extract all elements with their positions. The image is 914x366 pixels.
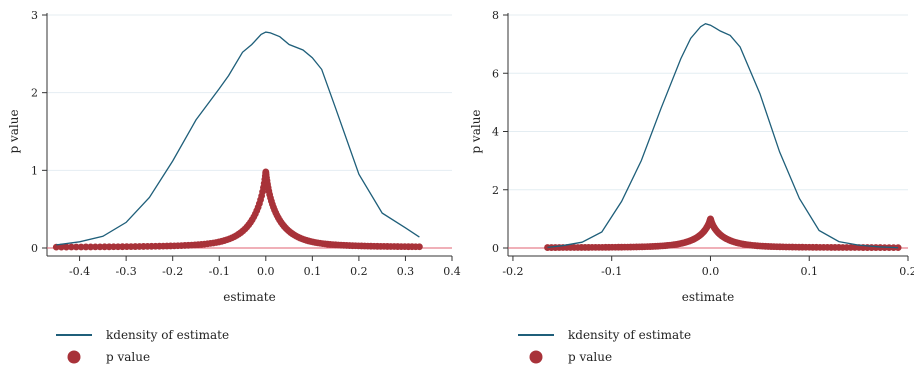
x-tick-label: -0.4 [69,265,90,278]
x-tick-label: -0.2 [502,265,523,278]
p-value-point [894,244,902,252]
p-value-point [57,243,65,251]
legend-label-kdensity: kdensity of estimate [106,328,229,342]
y-tick-label: 2 [492,184,499,197]
legend-label-pvalue: p value [568,350,612,364]
x-tick-label: 0.0 [702,265,720,278]
legend: kdensity of estimate p value [56,328,229,364]
x-axis-label: estimate [223,290,275,304]
x-tick-label: -0.3 [116,265,137,278]
x-tick-label: -0.1 [601,265,622,278]
chart-1: 0 1 2 3 -0.4 -0.3 -0.2 -0.1 0.0 0.1 0.2 0.3 0.4 estim… [7,9,461,364]
x-tick-label: -0.2 [162,265,183,278]
p-value-point [416,243,423,251]
p-value-point [87,243,95,251]
p-value-points [544,215,902,252]
p-value-point [62,243,70,251]
p-value-point [52,243,60,251]
x-axis-label: estimate [682,290,734,304]
kdensity-line [56,31,420,246]
p-value-point [67,243,75,251]
legend-point-swatch [67,350,81,364]
x-tick-label: 0.1 [800,265,818,278]
y-tick-label: 1 [31,164,38,177]
x-tick-label: 0.0 [257,265,275,278]
y-tick-label: 0 [31,242,38,255]
x-tick-label: 0.2 [899,265,914,278]
x-tick-label: 0.3 [397,265,415,278]
y-tick-label: 0 [492,242,499,255]
y-axis-label: p value [469,109,483,153]
y-tick-label: 3 [31,9,38,22]
y-tick-label: 4 [492,126,499,139]
y-tick-label: 2 [31,87,38,100]
legend-point-swatch [529,350,543,364]
legend-label-pvalue: p value [106,350,150,364]
p-value-points [52,168,423,251]
kdensity-line [547,22,899,249]
legend-label-kdensity: kdensity of estimate [568,328,691,342]
p-value-point [72,243,80,251]
y-tick-label: 8 [492,9,499,22]
y-axis-label: p value [7,109,21,153]
y-tick-label: 6 [492,67,499,80]
legend: kdensity of estimate p value [518,328,691,364]
x-tick-label: 0.1 [304,265,322,278]
x-tick-label: 0.2 [350,265,368,278]
p-value-point [77,243,85,251]
x-tick-label: 0.4 [443,265,461,278]
x-tick-label: -0.1 [209,265,230,278]
p-value-point [82,243,90,251]
